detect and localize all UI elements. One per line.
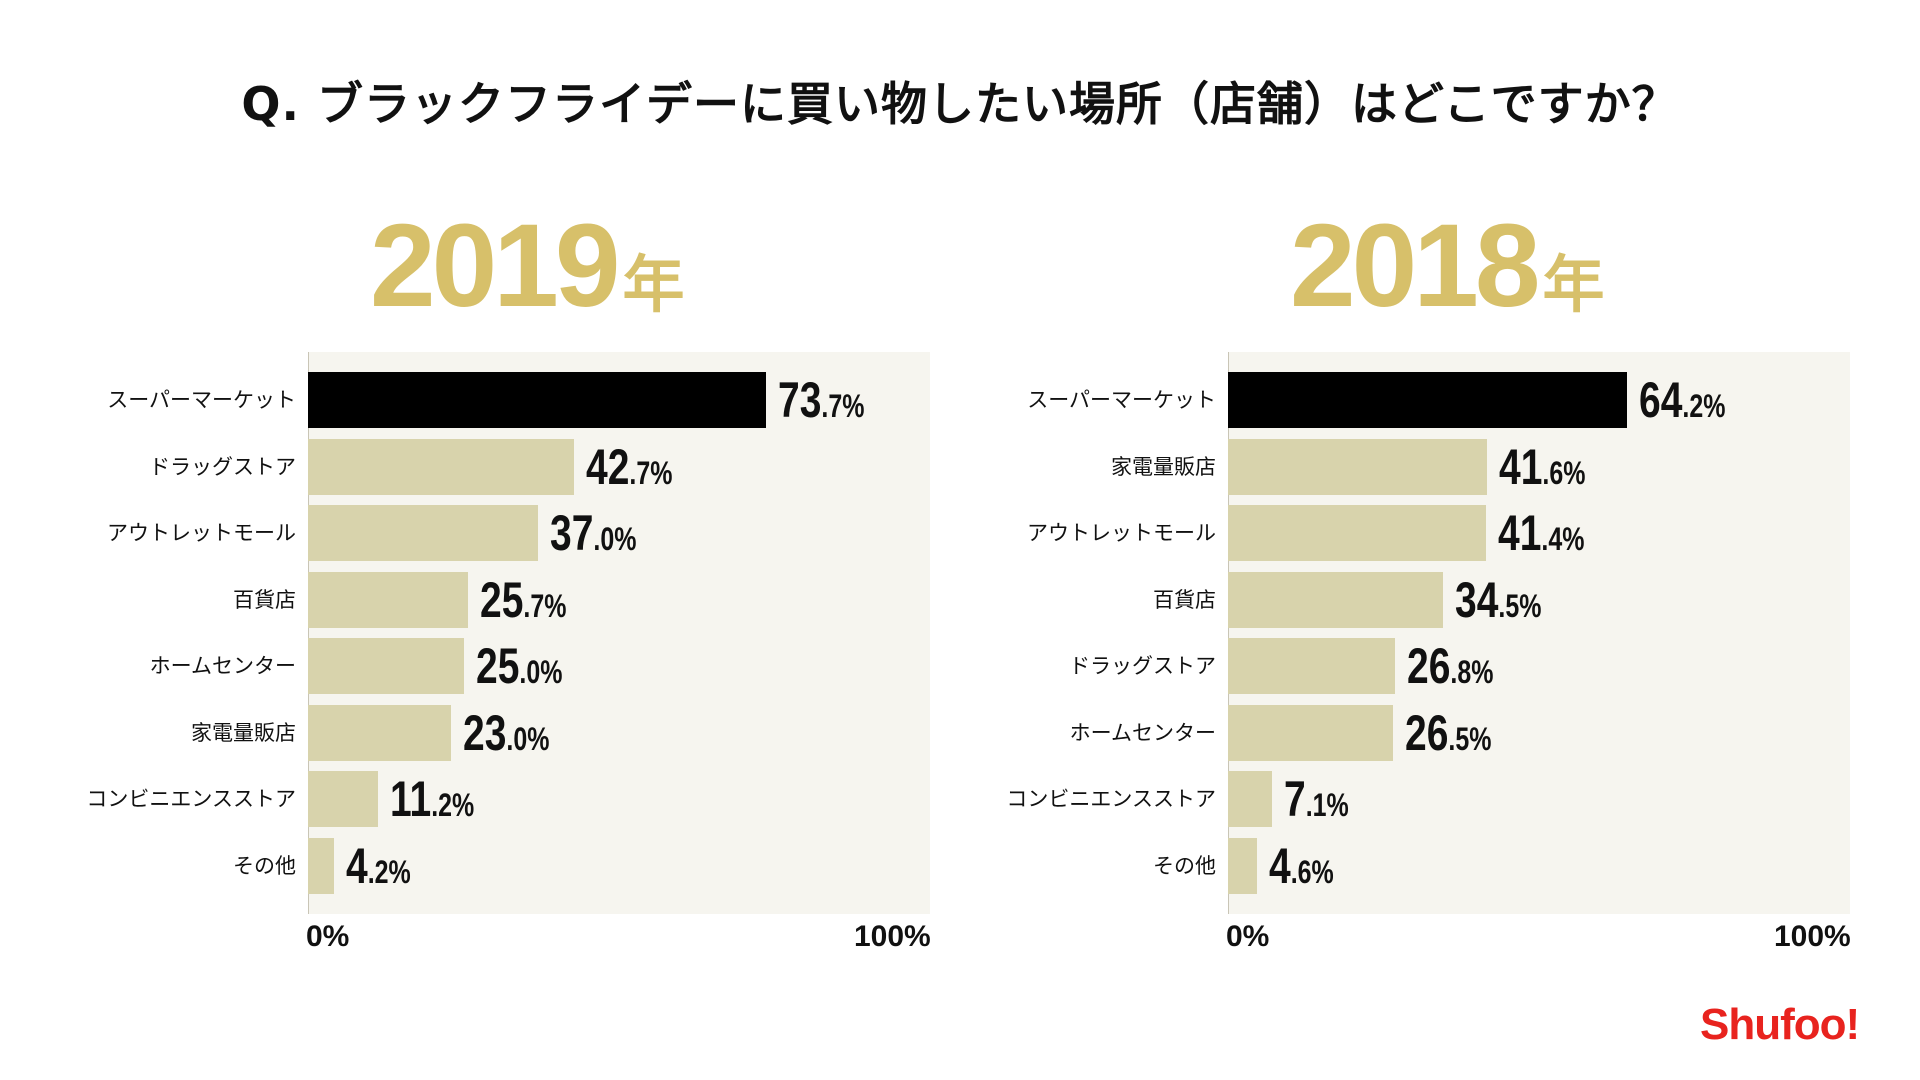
value-decimal: .2% — [367, 853, 411, 890]
value-decimal: .7% — [523, 587, 567, 624]
value-decimal: .8% — [1450, 654, 1494, 690]
bar-2018-7 — [1228, 771, 1273, 827]
axis-min-label-2018: 0% — [1226, 920, 1270, 953]
bar-2019-4 — [308, 571, 468, 628]
value-integer: 11 — [389, 771, 431, 827]
bar-2019-7 — [308, 771, 378, 827]
value-label: 42.7% — [586, 439, 672, 508]
value-decimal: .0% — [518, 654, 562, 690]
category-label: コンビニエンスストア — [1006, 787, 1216, 811]
year-suffix-2018: 年 — [1542, 251, 1605, 320]
axis-max-label-2018: 100% — [1774, 920, 1851, 953]
question-title: Q. ブラックフライデーに買い物したい場所（店舗）はどこですか？ — [241, 77, 1679, 131]
bar-2018-3 — [1228, 505, 1486, 561]
year-number-2019: 2019 — [370, 200, 621, 332]
value-integer: 37 — [550, 505, 594, 561]
bar-2019-6 — [308, 704, 452, 761]
chart-title-2019: 2019年 — [370, 198, 685, 334]
axis-line-2019 — [308, 352, 309, 914]
shufoo-logo: Shufoo! — [1700, 1000, 1860, 1049]
value-label: 26.5% — [1405, 705, 1491, 774]
bar-2018-2 — [1228, 438, 1487, 495]
bar-2018-4 — [1228, 571, 1443, 628]
year-suffix-2019: 年 — [622, 251, 685, 320]
value-integer: 7 — [1284, 771, 1306, 827]
value-label: 64.2% — [1639, 372, 1725, 441]
chart-title-2018: 2018年 — [1290, 198, 1605, 334]
bar-2018-6 — [1228, 704, 1393, 761]
bar-2019-8 — [308, 837, 335, 894]
bar-2018-5 — [1228, 638, 1395, 694]
value-decimal: .0% — [593, 521, 637, 557]
value-label: 25.0% — [476, 638, 562, 707]
value-decimal: .7% — [628, 454, 672, 491]
value-label: 23.0% — [463, 705, 549, 774]
value-label: 4.6% — [1269, 838, 1334, 907]
value-integer: 41 — [1498, 438, 1543, 495]
category-label: その他 — [1153, 853, 1216, 878]
value-decimal: .6% — [1542, 454, 1586, 491]
value-integer: 64 — [1639, 372, 1683, 428]
category-label: アウトレットモール — [1027, 521, 1216, 545]
value-integer: 4 — [346, 837, 368, 894]
category-label: スーパーマーケット — [1027, 388, 1216, 412]
category-label: 百貨店 — [233, 587, 296, 612]
value-integer: 41 — [1497, 505, 1541, 561]
axis-line-2018 — [1228, 352, 1229, 914]
axis-max-label-2019: 100% — [854, 920, 931, 953]
bar-2019-2 — [308, 438, 574, 495]
category-label: コンビニエンスストア — [86, 787, 296, 811]
category-label: ドラッグストア — [1069, 654, 1216, 678]
category-label: その他 — [233, 853, 296, 878]
value-label: 73.7% — [778, 372, 864, 441]
category-label: 家電量販店 — [191, 720, 296, 745]
bar-2018-8 — [1228, 837, 1257, 894]
bar-2019-5 — [308, 638, 464, 694]
value-integer: 23 — [463, 704, 507, 761]
axis-min-label-2019: 0% — [306, 920, 350, 953]
bar-2019-1 — [308, 372, 767, 428]
value-label: 34.5% — [1455, 572, 1541, 641]
value-integer: 26 — [1404, 704, 1449, 761]
value-label: 26.8% — [1407, 638, 1493, 707]
category-label: ドラッグストア — [149, 454, 296, 479]
value-label: 11.2% — [390, 771, 474, 840]
value-decimal: .2% — [430, 787, 474, 823]
value-decimal: .6% — [1290, 853, 1334, 890]
value-decimal: .4% — [1540, 521, 1584, 557]
value-label: 37.0% — [550, 505, 636, 574]
value-integer: 26 — [1406, 638, 1451, 694]
value-integer: 4 — [1268, 837, 1291, 894]
value-integer: 42 — [585, 438, 629, 495]
value-label: 4.2% — [346, 838, 411, 907]
category-label: 家電量販店 — [1111, 454, 1216, 479]
value-decimal: .0% — [506, 720, 550, 757]
category-label: スーパーマーケット — [107, 388, 296, 412]
category-label: ホームセンター — [149, 654, 296, 678]
value-label: 25.7% — [480, 572, 566, 641]
bar-2019-3 — [308, 505, 539, 561]
value-label: 41.4% — [1498, 505, 1584, 574]
value-label: 41.6% — [1499, 439, 1585, 508]
value-decimal: .2% — [1682, 388, 1726, 424]
value-label: 7.1% — [1284, 771, 1349, 840]
value-decimal: .5% — [1497, 587, 1541, 624]
value-decimal: .5% — [1448, 720, 1492, 757]
value-decimal: .1% — [1305, 787, 1349, 823]
category-label: アウトレットモール — [107, 521, 296, 545]
value-decimal: .7% — [821, 388, 865, 424]
value-integer: 25 — [479, 571, 524, 628]
value-integer: 25 — [475, 638, 519, 694]
value-integer: 34 — [1454, 571, 1498, 628]
category-label: 百貨店 — [1153, 587, 1216, 612]
value-integer: 73 — [778, 372, 822, 428]
category-label: ホームセンター — [1069, 720, 1216, 745]
bar-2018-1 — [1228, 372, 1628, 428]
year-number-2018: 2018 — [1290, 200, 1541, 332]
